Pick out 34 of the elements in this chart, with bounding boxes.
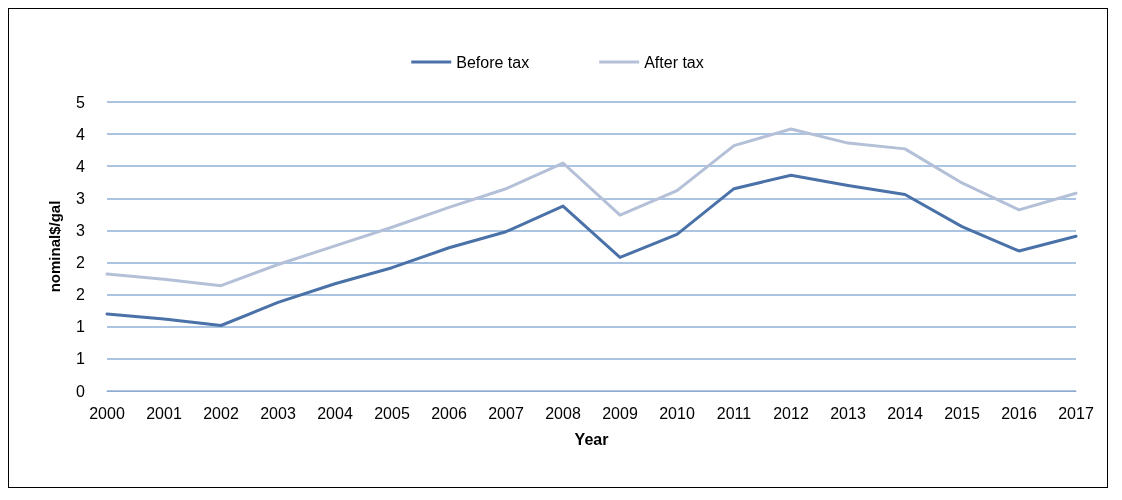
y-tick-label: 3 <box>76 189 86 207</box>
x-tick-label: 2014 <box>887 404 923 422</box>
x-tick-label: 2003 <box>260 404 296 422</box>
x-tick-label: 2002 <box>203 404 239 422</box>
x-tick-label: 2000 <box>89 404 125 422</box>
x-tick-label: 2001 <box>146 404 182 422</box>
y-tick-label: 2 <box>76 254 86 272</box>
x-tick-label: 2007 <box>488 404 524 422</box>
x-tick-label: 2011 <box>716 404 752 422</box>
x-tick-label: 2006 <box>431 404 467 422</box>
x-tick-label: 2012 <box>773 404 809 422</box>
y-tick-label: 4 <box>76 157 86 175</box>
x-tick-label: 2010 <box>659 404 695 422</box>
y-axis-title: nominal$/gal <box>46 200 63 293</box>
y-tick-label: 1 <box>76 350 86 368</box>
x-tick-label: 2005 <box>374 404 410 422</box>
y-tick-label: 1 <box>76 318 86 336</box>
legend-label: Before tax <box>456 53 530 71</box>
x-axis-title: Year <box>574 430 609 448</box>
x-tick-label: 2013 <box>830 404 866 422</box>
line-series <box>105 173 1078 327</box>
x-tick-label: 2008 <box>545 404 581 422</box>
y-tick-label: 4 <box>76 125 86 143</box>
x-tick-label: 2004 <box>317 404 353 422</box>
y-tick-label: 3 <box>76 221 86 239</box>
y-tick-label: 0 <box>76 382 86 400</box>
y-tick-label: 2 <box>76 286 86 304</box>
line-series <box>105 127 1078 288</box>
x-tick-label: 2016 <box>1001 404 1037 422</box>
x-tick-label: 2009 <box>602 404 638 422</box>
x-tick-label: 2017 <box>1058 404 1094 422</box>
y-tick-label: 5 <box>76 93 86 111</box>
x-tick-label: 2015 <box>944 404 980 422</box>
legend-label: After tax <box>644 53 704 71</box>
